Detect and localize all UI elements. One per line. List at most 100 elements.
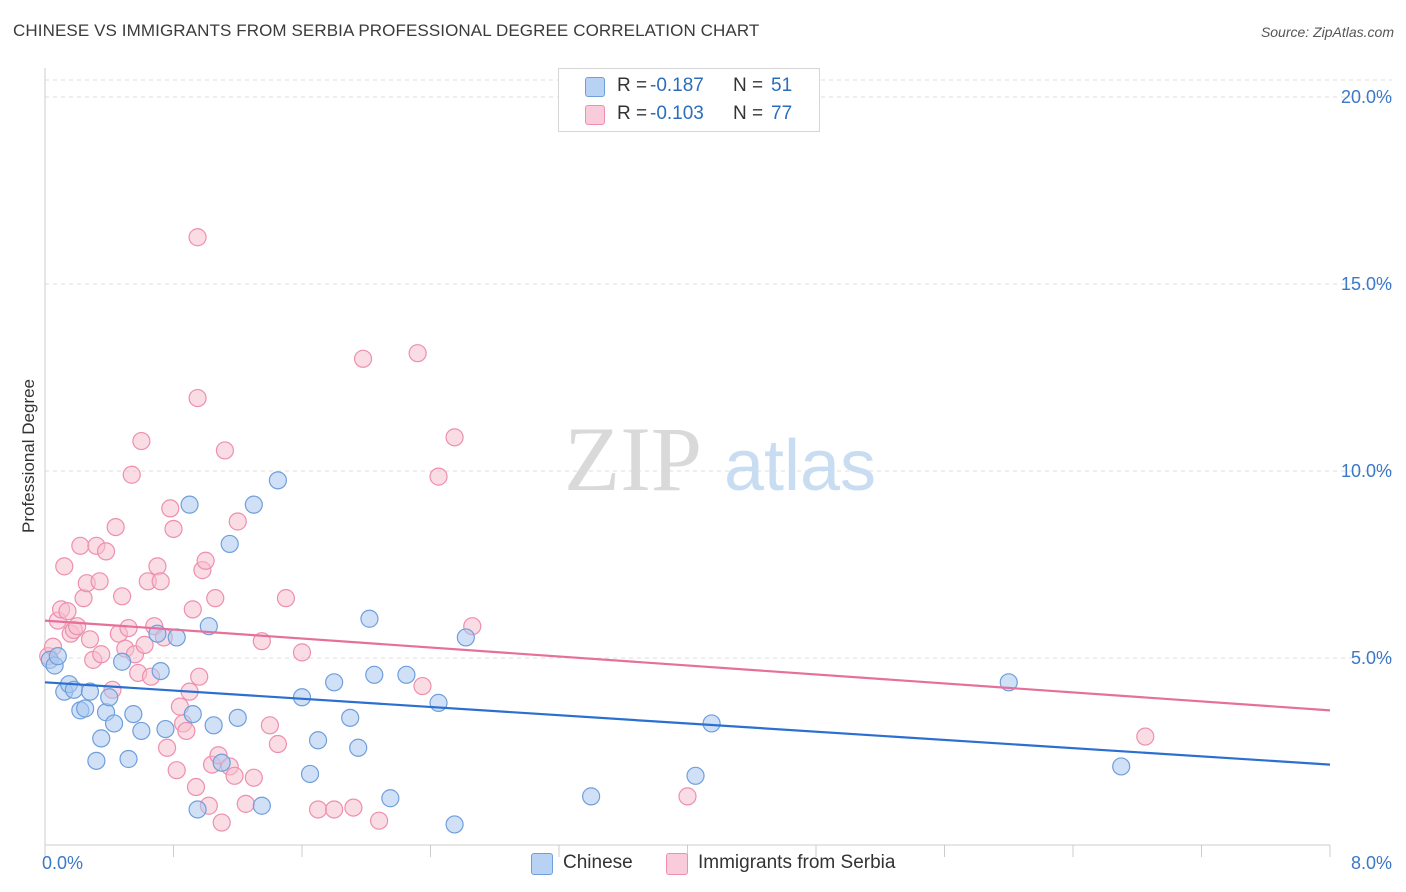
stats-legend: R = -0.187 N = 51 R = -0.103 N = 77 — [558, 68, 820, 132]
gridlines — [45, 79, 1392, 659]
axes — [44, 68, 1331, 857]
x-tick-label: 8.0% — [1351, 853, 1392, 873]
serbia-point — [236, 794, 255, 813]
serbia-point — [408, 344, 427, 363]
chinese-point — [199, 617, 218, 636]
n-label: N = — [733, 75, 764, 96]
chinese-point — [124, 704, 143, 724]
serbia-point — [151, 572, 170, 591]
chinese-point — [104, 714, 124, 733]
chinese-point — [167, 628, 186, 647]
watermark-atlas: atlas — [724, 426, 876, 506]
serbia-legend-swatch — [666, 853, 688, 875]
chinese-point — [212, 753, 231, 772]
serbia-point — [55, 557, 74, 576]
serbia-point — [308, 800, 328, 819]
serbia-point — [353, 349, 373, 368]
chinese-point — [119, 749, 138, 769]
chinese-point — [80, 682, 100, 701]
serbia-point — [132, 431, 151, 451]
serbia-point — [370, 811, 389, 830]
chinese-point — [397, 665, 416, 684]
serbia-point — [122, 465, 141, 484]
chinese-swatch — [585, 77, 605, 97]
serbia-point — [429, 467, 448, 486]
serbia-point — [157, 738, 177, 757]
serbia-point — [244, 768, 263, 787]
serbia-point — [292, 643, 312, 662]
chinese-point — [244, 495, 263, 514]
chinese-point — [325, 673, 344, 692]
chinese-point — [381, 789, 400, 808]
serbia-point — [228, 512, 247, 531]
serbia-point — [135, 635, 154, 655]
n-label: N = — [733, 103, 764, 124]
series-chinese-points — [40, 471, 1131, 834]
serbia-point — [225, 766, 244, 785]
serbia-point — [177, 721, 196, 741]
chinese-point — [686, 766, 705, 785]
serbia-point — [190, 667, 209, 686]
y-tick-label: 5.0% — [1351, 648, 1392, 668]
serbia-point — [112, 587, 132, 606]
serbia-point — [215, 441, 234, 460]
chinese-point — [112, 652, 132, 671]
chinese-point — [445, 815, 464, 834]
chinese-point — [1112, 757, 1131, 776]
n-value: 51 — [771, 75, 793, 96]
serbia-trend-line — [44, 619, 1331, 712]
chinese-point — [308, 731, 328, 750]
chinese-point — [92, 729, 111, 748]
chinese-point — [360, 609, 379, 628]
serbia-point — [188, 388, 207, 408]
serbia-point — [183, 600, 202, 619]
chinese-point — [183, 704, 202, 724]
series-serbia-points — [39, 228, 1155, 832]
y-tick-label: 20.0% — [1341, 87, 1392, 107]
serbia-point — [80, 630, 100, 649]
chinese-point — [292, 688, 312, 707]
chinese-legend-swatch — [531, 853, 553, 875]
chinese-point — [582, 787, 601, 806]
chinese-point — [151, 661, 170, 681]
serbia-point — [106, 517, 125, 537]
serbia-point — [678, 787, 697, 806]
watermark-zip: ZIP — [564, 408, 702, 510]
serbia-point — [276, 589, 296, 608]
serbia-point — [186, 777, 206, 797]
chart-title: CHINESE VS IMMIGRANTS FROM SERBIA PROFES… — [13, 21, 760, 40]
chinese-point — [341, 708, 360, 727]
serbia-point — [260, 716, 279, 735]
serbia-point — [206, 589, 225, 608]
serbia-point — [268, 734, 288, 754]
chinese-point — [220, 534, 239, 554]
serbia-point — [161, 499, 180, 518]
chinese-point — [228, 708, 247, 727]
r-value: -0.103 — [650, 103, 704, 124]
r-label: R = — [617, 75, 648, 96]
chinese-point — [300, 764, 320, 784]
r-label: R = — [617, 103, 648, 124]
y-tick-label: 10.0% — [1341, 461, 1392, 481]
serbia-point — [90, 572, 109, 591]
chinese-point — [188, 800, 207, 819]
n-value: 77 — [771, 103, 793, 124]
serbia-point — [74, 589, 93, 608]
serbia-swatch — [585, 105, 605, 125]
serbia-point — [1136, 727, 1155, 746]
serbia-point — [119, 618, 138, 638]
chinese-point — [100, 688, 119, 707]
serbia-point — [58, 602, 77, 621]
source-label: Source: ZipAtlas.com — [1260, 24, 1394, 40]
trend-lines — [44, 619, 1331, 766]
serbia-point — [92, 645, 111, 664]
chinese-point — [349, 738, 368, 757]
serbia-point — [188, 228, 207, 247]
chinese-point — [48, 647, 67, 666]
tick-labels: 5.0% 10.0% 15.0% 20.0% 0.0% 8.0% — [42, 87, 1392, 873]
chinese-point — [87, 751, 106, 770]
chinese-point — [456, 628, 475, 647]
r-value: -0.187 — [650, 75, 704, 96]
chinese-point — [702, 714, 721, 733]
